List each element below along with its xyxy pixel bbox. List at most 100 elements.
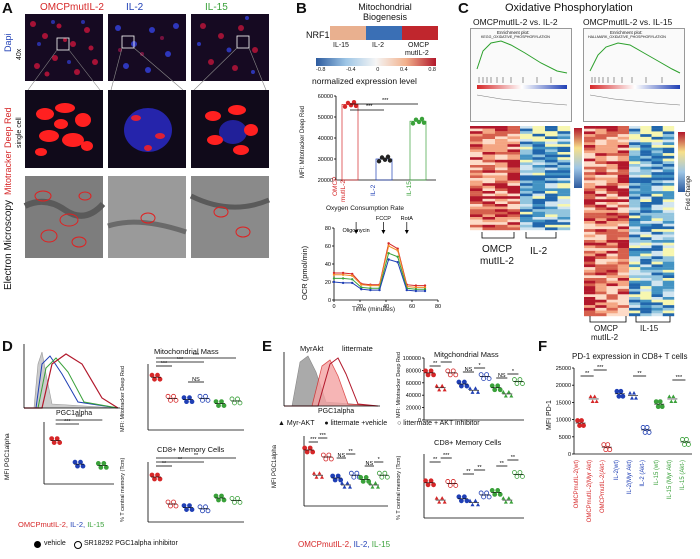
- heat-cell: [495, 198, 508, 202]
- heat-cell: [507, 165, 521, 168]
- heat-cell: [532, 193, 546, 197]
- heat-cell: [629, 291, 641, 295]
- data-point: [168, 397, 173, 403]
- heat-cell: [584, 153, 596, 157]
- heat-cell: [557, 178, 571, 181]
- heat-cell: [640, 234, 652, 238]
- heat-cell: [662, 253, 675, 257]
- heat-cell: [595, 226, 607, 230]
- heat-cell: [617, 275, 630, 279]
- heat-cell: [470, 172, 483, 176]
- heat-cell: [617, 180, 630, 184]
- heat-cell: [629, 221, 641, 224]
- heat-cell: [662, 261, 675, 265]
- heat-cell: [595, 313, 607, 317]
- heat-cell: [651, 147, 663, 151]
- heat-cell: [629, 269, 641, 273]
- heat-cell: [662, 215, 675, 219]
- sig-label: **: [349, 449, 354, 455]
- tick-label: 80000: [406, 368, 421, 374]
- data-point: [351, 274, 354, 277]
- heat-cell: [495, 204, 508, 207]
- heat-cell: [495, 165, 508, 168]
- data-point: [512, 377, 517, 382]
- heat-cell: [470, 170, 483, 173]
- data-point: [607, 447, 613, 453]
- heat-cell: [584, 207, 596, 211]
- e-legend-row1: ▲ Myr-AKT ● littermate +vehicle ○ litter…: [278, 420, 480, 427]
- data-point: [481, 376, 487, 382]
- heat-cell: [482, 201, 496, 205]
- heat-cell: [617, 218, 630, 222]
- heat-cell: [651, 302, 663, 306]
- data-point: [101, 461, 107, 466]
- cond-label-il2: IL-2: [126, 2, 144, 13]
- heat-cell: [532, 224, 546, 228]
- heat-cell: [495, 152, 508, 155]
- data-point: [387, 244, 390, 248]
- heat-cell: [651, 275, 663, 279]
- heat-cell: [662, 204, 675, 208]
- heat-cell: [520, 136, 533, 140]
- heat-cell: [584, 272, 596, 276]
- heat-cell: [651, 259, 663, 262]
- heat-cell: [606, 193, 618, 197]
- heat-cell: [584, 161, 596, 165]
- heat-cell: [520, 196, 533, 199]
- heat-cell: [651, 278, 663, 281]
- data-point: [464, 383, 470, 389]
- hm1-brackets: [481, 232, 557, 239]
- tick-label: 30000: [318, 157, 333, 163]
- heat-cell: [651, 226, 663, 230]
- heat-cell: [606, 177, 618, 181]
- heat-cell: [557, 159, 571, 163]
- heat-cell: [629, 161, 641, 165]
- heat-cell: [470, 219, 483, 223]
- heat-cell: [651, 150, 663, 154]
- heat-cell: [470, 144, 483, 147]
- heat-cell: [470, 222, 483, 225]
- data-point: [686, 442, 691, 447]
- heat-cell: [470, 167, 483, 171]
- heat-cell: [606, 240, 618, 243]
- d-pgc-plot: *** ***: [43, 415, 114, 485]
- heat-cell: [617, 139, 630, 143]
- data-point: [506, 389, 511, 394]
- data-point: [470, 502, 475, 507]
- e-legend-il2: IL-2,: [351, 540, 370, 549]
- heat-cell: [584, 310, 596, 314]
- heat-cell: [606, 226, 618, 230]
- heat-cell: [617, 261, 630, 265]
- heat-cell: [651, 199, 663, 203]
- data-point: [428, 478, 434, 484]
- heat-cell: [651, 136, 663, 140]
- heat-col-omcp-b: mutIL-2: [405, 50, 429, 57]
- heat-cell: [662, 245, 675, 249]
- ocr-title: Oxygen Consumption Rate: [326, 205, 405, 212]
- heat-cell: [629, 134, 641, 138]
- data-point: [184, 507, 189, 512]
- heat-cell: [640, 240, 652, 243]
- heat-cell: [617, 172, 630, 176]
- tick-label: 40: [383, 304, 389, 310]
- heat-cell: [470, 128, 483, 132]
- heat-cell: [662, 196, 675, 200]
- data-point: [173, 503, 179, 509]
- heat-cell: [651, 288, 663, 292]
- heat-cell: [507, 227, 521, 231]
- heat-cell: [640, 212, 652, 216]
- heat-cell: [532, 201, 546, 205]
- heat-cell: [545, 180, 558, 184]
- heat-cell: [584, 261, 596, 265]
- heat-cell: [617, 226, 630, 230]
- heat-cell: [629, 126, 641, 129]
- e-mem-title: CD8+ Memory Cells: [434, 438, 502, 447]
- gsea2-curve: [589, 42, 681, 106]
- heat-cell: [584, 229, 596, 233]
- heat-cell: [640, 153, 652, 157]
- heat-cell: [640, 291, 652, 295]
- data-point: [489, 383, 495, 389]
- heat-cell: [662, 164, 675, 167]
- heat-cell: [662, 155, 675, 159]
- heat-cell: [617, 234, 630, 238]
